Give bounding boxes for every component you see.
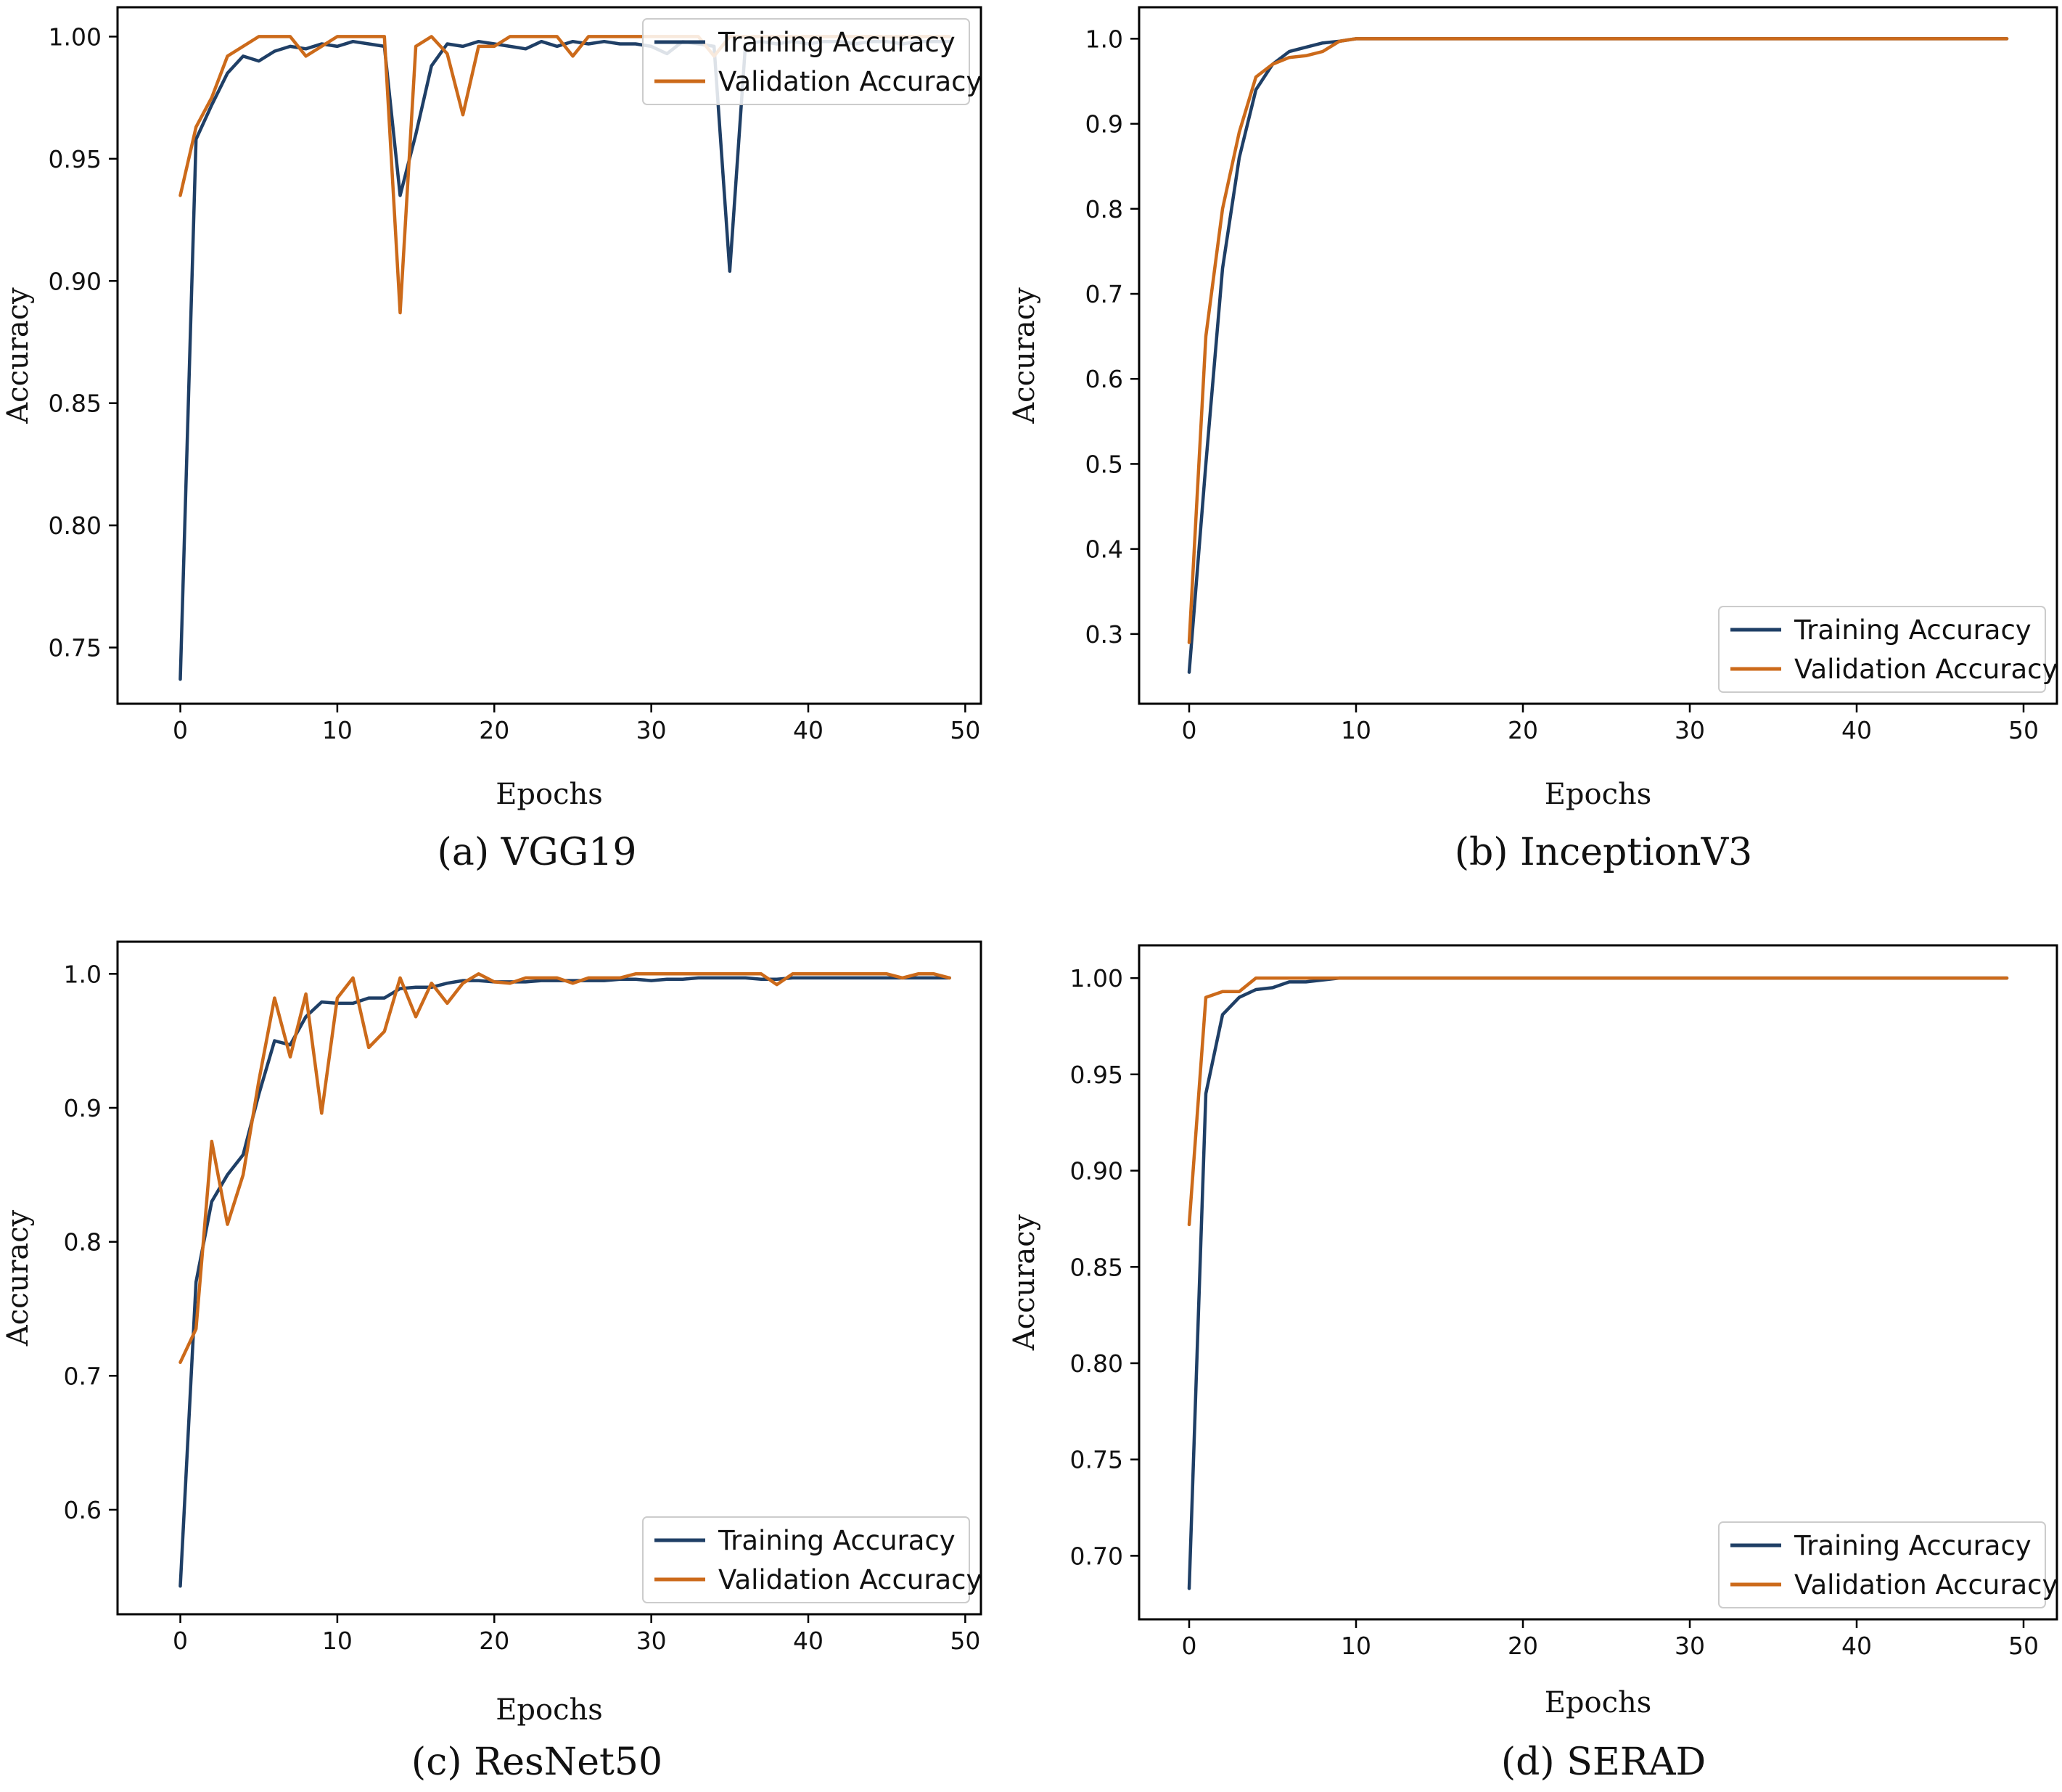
legend-box [642, 1516, 970, 1603]
y-tick-label: 0.75 [1070, 1446, 1123, 1474]
legend-label: Training Accuracy [718, 27, 956, 58]
validation-accuracy-line [178, 972, 951, 1365]
panel-caption: (b) InceptionV3 [1455, 831, 1753, 874]
legend-box [1718, 606, 2046, 693]
legend-box [1718, 1521, 2046, 1608]
y-tick-label: 0.9 [64, 1094, 102, 1122]
x-tick-label: 10 [1341, 1632, 1371, 1660]
training-accuracy-line [1187, 976, 2009, 1590]
x-tick-label: 40 [1841, 1632, 1872, 1660]
y-tick-label: 0.7 [64, 1362, 102, 1390]
x-tick-label: 0 [173, 716, 188, 744]
x-tick-label: 30 [636, 716, 667, 744]
y-tick-label: 0.6 [1085, 365, 1123, 393]
y-tick-label: 0.80 [1070, 1349, 1123, 1378]
plot-frame [1138, 944, 2058, 1621]
plot-frame [116, 6, 982, 705]
y-tick-label: 0.85 [1070, 1253, 1123, 1281]
x-tick-label: 40 [793, 716, 823, 744]
y-tick-label: 0.85 [49, 390, 102, 418]
x-tick-label: 30 [1675, 716, 1705, 744]
x-tick-label: 20 [1508, 1632, 1538, 1660]
training-accuracy-line [1187, 37, 2009, 674]
x-tick-label: 20 [479, 1627, 509, 1655]
x-axis-label: Epochs [1545, 1686, 1652, 1719]
x-tick-label: 0 [1182, 716, 1197, 744]
legend-box [642, 18, 970, 105]
x-tick-label: 50 [2008, 1632, 2039, 1660]
legend-label: Validation Accuracy [718, 66, 982, 97]
x-tick-label: 20 [479, 716, 509, 744]
x-tick-label: 10 [1341, 716, 1371, 744]
legend: Training Accuracy Validation Accuracy [642, 18, 982, 105]
legend: Training Accuracy Validation Accuracy [1718, 606, 2058, 693]
x-tick-label: 50 [2008, 716, 2039, 744]
validation-accuracy-line [1187, 976, 2009, 1227]
y-tick-label: 0.6 [64, 1496, 102, 1524]
plot-frame [1138, 6, 2058, 705]
x-tick-label: 50 [950, 716, 980, 744]
y-axis-label: Accuracy [1008, 287, 1041, 424]
legend: Training Accuracy Validation Accuracy [642, 1516, 982, 1603]
y-tick-label: 0.3 [1085, 620, 1123, 649]
y-tick-label: 1.0 [64, 960, 102, 988]
panel-serad: 0 10 20 30 40 50 0.70 0.75 0.80 0.85 0.90 0.95 1.00 T… [1008, 944, 2058, 1784]
y-tick-label: 0.70 [1070, 1542, 1123, 1570]
y-tick-label: 0.8 [64, 1228, 102, 1257]
x-tick-label: 40 [793, 1627, 823, 1655]
panel-resnet50: 0 10 20 30 40 50 0.6 0.7 0.8 0.9 1.0 Training Accur… [1, 940, 982, 1784]
y-tick-label: 0.90 [1070, 1157, 1123, 1185]
y-axis-label: Accuracy [1, 287, 35, 424]
legend: Training Accuracy Validation Accuracy [1718, 1521, 2058, 1608]
training-accuracy-line [178, 976, 951, 1588]
training-accuracy-line [178, 39, 951, 681]
panel-caption: (a) VGG19 [438, 831, 637, 874]
legend-label: Validation Accuracy [1794, 1569, 2058, 1600]
x-tick-label: 40 [1841, 716, 1872, 744]
panel-inceptionv3: 0 10 20 30 40 50 0.3 0.4 0.5 0.6 0.7 0.8 0.9 1.0 Train… [1008, 6, 2058, 874]
y-tick-label: 0.9 [1085, 110, 1123, 139]
legend-label: Training Accuracy [1794, 615, 2032, 646]
y-tick-label: 0.95 [1070, 1061, 1123, 1089]
legend-label: Validation Accuracy [1794, 654, 2058, 685]
y-tick-label: 0.95 [49, 145, 102, 173]
x-tick-label: 20 [1508, 716, 1538, 744]
y-tick-label: 0.4 [1085, 535, 1123, 564]
x-tick-label: 30 [1675, 1632, 1705, 1660]
x-axis-label: Epochs [496, 1693, 603, 1727]
x-axis-label: Epochs [1545, 778, 1652, 811]
y-tick-label: 1.00 [1070, 964, 1123, 992]
y-tick-label: 1.00 [49, 22, 102, 51]
legend-label: Training Accuracy [1794, 1530, 2032, 1561]
panel-caption: (d) SERAD [1501, 1740, 1706, 1784]
x-tick-label: 10 [322, 716, 353, 744]
y-axis-label: Accuracy [1, 1209, 35, 1347]
x-tick-label: 0 [1182, 1632, 1197, 1660]
plot-frame [116, 940, 982, 1616]
y-tick-label: 0.80 [49, 511, 102, 540]
y-tick-label: 1.0 [1085, 25, 1123, 53]
x-tick-label: 0 [173, 1627, 188, 1655]
y-tick-label: 0.8 [1085, 195, 1123, 223]
panel-vgg19: 0 10 20 30 40 50 0.75 0.80 0.85 0.90 0.95 1.00 Train… [1, 6, 982, 874]
y-axis-label: Accuracy [1008, 1214, 1041, 1351]
x-tick-label: 10 [322, 1627, 353, 1655]
panel-caption: (c) ResNet50 [411, 1740, 662, 1784]
y-tick-label: 0.90 [49, 267, 102, 295]
legend-label: Validation Accuracy [718, 1564, 982, 1595]
x-tick-label: 50 [950, 1627, 980, 1655]
validation-accuracy-line [1187, 37, 2009, 644]
x-tick-label: 30 [636, 1627, 667, 1655]
y-tick-label: 0.75 [49, 634, 102, 662]
x-axis-label: Epochs [496, 778, 603, 811]
y-tick-label: 0.5 [1085, 450, 1123, 478]
legend-label: Training Accuracy [718, 1525, 956, 1556]
y-tick-label: 0.7 [1085, 280, 1123, 308]
